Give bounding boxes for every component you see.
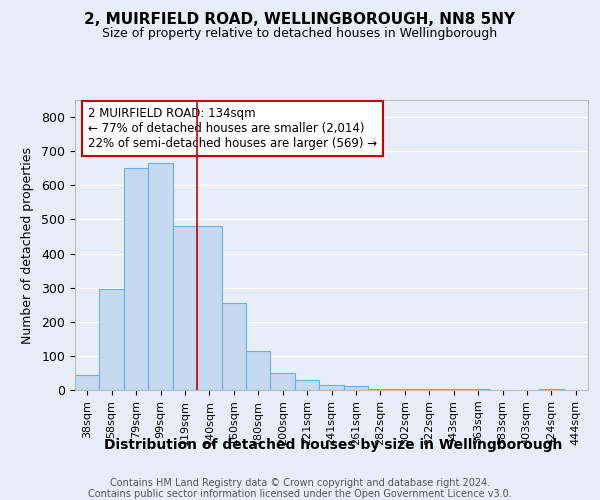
Bar [197,226,221,390]
Text: 2 MUIRFIELD ROAD: 134sqm
← 77% of detached houses are smaller (2,014)
22% of sem: 2 MUIRFIELD ROAD: 134sqm ← 77% of detach… [88,108,377,150]
Bar [246,351,271,390]
Bar [368,388,392,390]
Bar [539,389,563,390]
Bar [173,226,197,390]
Bar [392,389,417,390]
Bar [124,168,148,390]
Bar [417,389,442,390]
Text: 2, MUIRFIELD ROAD, WELLINGBOROUGH, NN8 5NY: 2, MUIRFIELD ROAD, WELLINGBOROUGH, NN8 5… [85,12,515,28]
Text: Size of property relative to detached houses in Wellingborough: Size of property relative to detached ho… [103,28,497,40]
Y-axis label: Number of detached properties: Number of detached properties [22,146,34,344]
Bar [75,374,100,390]
Bar [221,303,246,390]
Bar [319,385,344,390]
Bar [295,380,319,390]
Text: Contains public sector information licensed under the Open Government Licence v3: Contains public sector information licen… [88,489,512,499]
Bar [148,163,173,390]
Bar [271,373,295,390]
Text: Distribution of detached houses by size in Wellingborough: Distribution of detached houses by size … [104,438,562,452]
Bar [344,386,368,390]
Text: Contains HM Land Registry data © Crown copyright and database right 2024.: Contains HM Land Registry data © Crown c… [110,478,490,488]
Bar [100,290,124,390]
